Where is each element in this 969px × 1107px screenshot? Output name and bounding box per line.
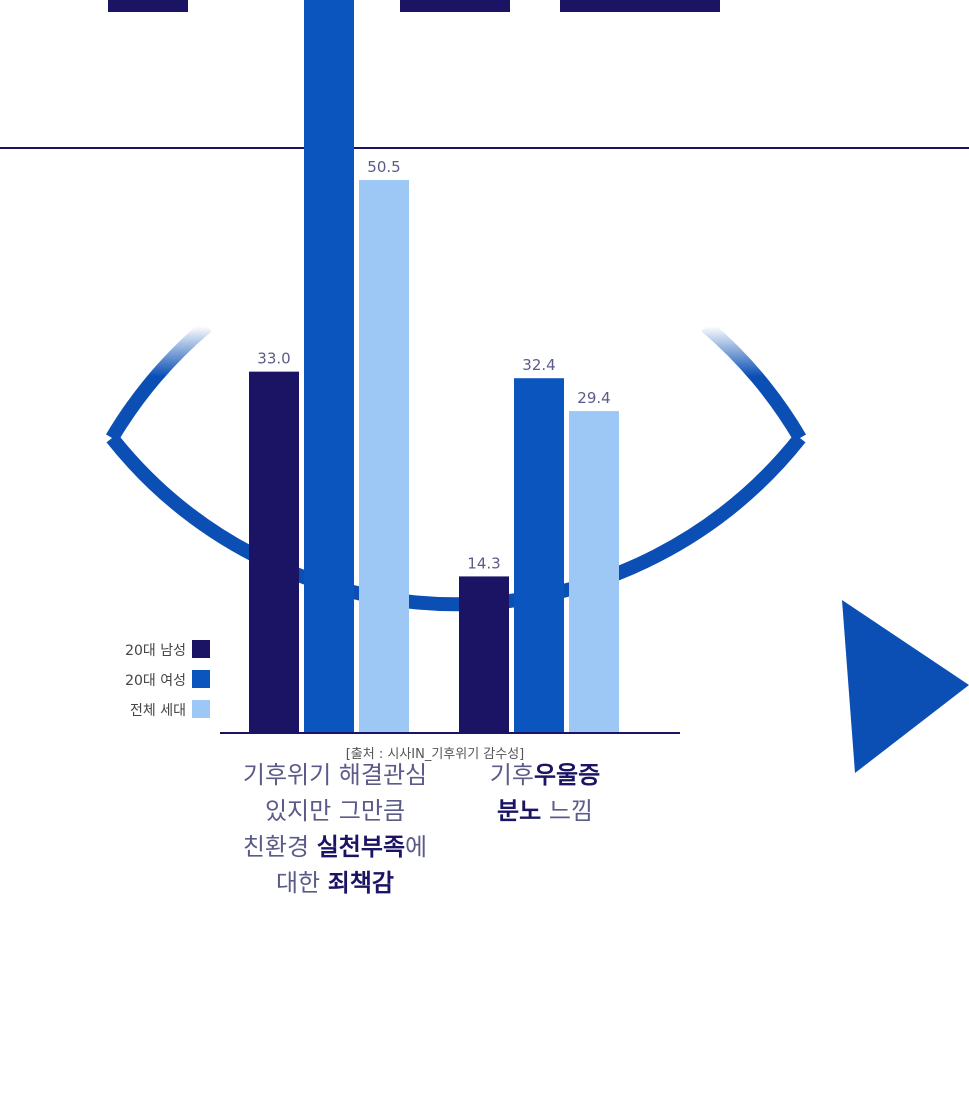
category-label-guilt: 기후위기 해결관심 있지만 그만큼 친환경 실천부족에 대한 죄책감 (215, 757, 455, 901)
bar-all-cat2 (569, 411, 619, 733)
legend-swatch (192, 700, 210, 718)
legend-item-men20: 20대 남성 (70, 638, 230, 668)
cat-line: 있지만 그만큼 (264, 797, 406, 825)
data-label: 33.0 (257, 350, 290, 368)
cat-text: 에 (405, 833, 428, 861)
cat-text-bold: 죄책감 (327, 869, 395, 897)
data-label: 29.4 (577, 389, 610, 407)
cat-text: 느낌 (541, 797, 593, 825)
legend-swatch (192, 670, 210, 688)
data-label: 50.5 (367, 158, 400, 176)
legend-label: 20대 여성 (125, 673, 186, 689)
header-block-left (108, 0, 188, 12)
bubble-ring-lower (106, 433, 806, 612)
legend-label: 20대 남성 (125, 643, 186, 659)
cat-text-bold: 분노 (497, 797, 542, 825)
cat-text: 대한 (275, 869, 328, 897)
cat-text: 친환경 (242, 833, 317, 861)
header-block-mid (400, 0, 510, 12)
cat-text: 기후 (489, 761, 534, 789)
bubble-ring-right-fade (701, 320, 807, 442)
bar-men20-cat2 (459, 576, 509, 733)
category-label-anger: 기후우울증 분노 느낌 (460, 757, 630, 829)
cat-text-bold: 우울증 (533, 761, 601, 789)
legend-label: 전체 세대 (130, 703, 186, 719)
bar-all-cat1 (359, 180, 409, 733)
bubble-ring-left-fade (105, 320, 212, 442)
header-block-right (560, 0, 720, 12)
cat-line: 기후위기 해결관심 (242, 761, 428, 789)
bubble-pointer (842, 600, 969, 773)
legend: 20대 남성 20대 여성 전체 세대 (70, 638, 230, 728)
bar-women20-cat1 (304, 0, 354, 733)
legend-swatch (192, 640, 210, 658)
cat-line: 분노 느낌 (460, 793, 630, 829)
legend-item-all: 전체 세대 (70, 698, 230, 728)
data-label: 14.3 (467, 554, 500, 572)
bar-men20-cat1 (249, 371, 299, 733)
cat-text-bold: 실천부족 (316, 833, 406, 861)
cat-line: 대한 죄책감 (215, 865, 455, 901)
cat-line: 기후우울증 (460, 757, 630, 793)
source-caption: [출처 : 시사IN_기후위기 감수성] (345, 747, 525, 762)
bar-women20-cat2 (514, 378, 564, 733)
legend-item-women20: 20대 여성 (70, 668, 230, 698)
data-label: 32.4 (522, 356, 555, 374)
cat-line: 친환경 실천부족에 (215, 829, 455, 865)
